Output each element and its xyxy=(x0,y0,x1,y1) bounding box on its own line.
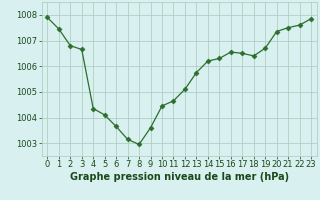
X-axis label: Graphe pression niveau de la mer (hPa): Graphe pression niveau de la mer (hPa) xyxy=(70,172,289,182)
